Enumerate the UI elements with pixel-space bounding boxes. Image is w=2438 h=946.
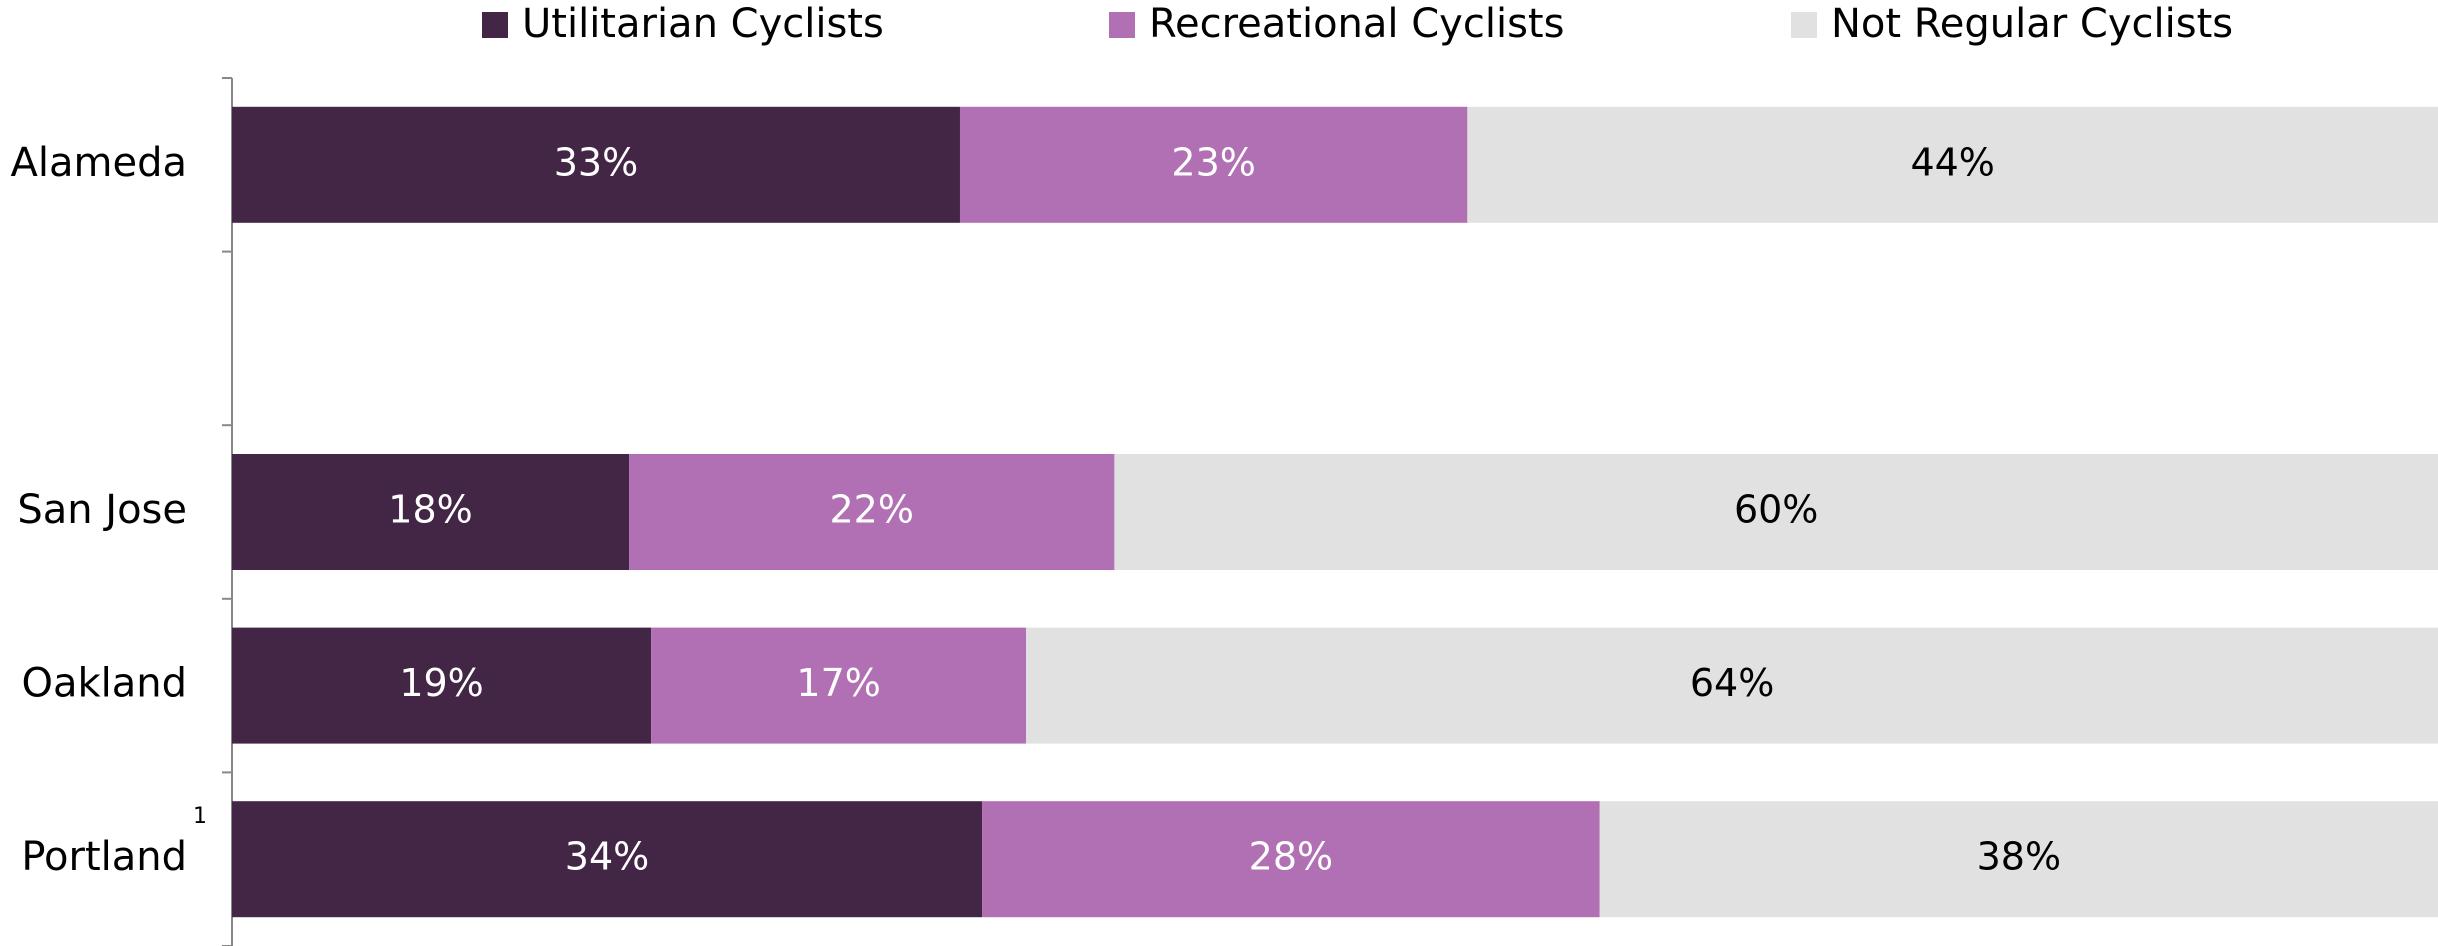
value-label: 23% bbox=[1171, 140, 1255, 184]
value-label: 19% bbox=[399, 661, 483, 705]
value-label: 44% bbox=[1910, 140, 1994, 184]
bar-segment bbox=[1467, 106, 2438, 223]
bar-segment bbox=[651, 627, 1027, 744]
value-label: 22% bbox=[830, 488, 914, 532]
value-label: 28% bbox=[1249, 835, 1333, 879]
bar-segment bbox=[232, 627, 652, 744]
bar-segment bbox=[1599, 801, 2438, 918]
footnote-marker: 1 bbox=[193, 804, 207, 829]
bar-segment bbox=[232, 106, 960, 223]
value-label: 17% bbox=[796, 661, 880, 705]
bar-segment bbox=[232, 454, 630, 570]
bar-segment bbox=[1114, 454, 2438, 570]
category-label: Portland bbox=[21, 834, 187, 880]
legend-swatch bbox=[1109, 12, 1135, 38]
category-label: San Jose bbox=[17, 487, 187, 533]
category-label: Alameda bbox=[11, 140, 187, 186]
value-label: 33% bbox=[554, 140, 638, 184]
value-label: 64% bbox=[1690, 661, 1774, 705]
value-label: 18% bbox=[388, 488, 472, 532]
legend-label: Utilitarian Cyclists bbox=[522, 1, 884, 47]
value-label: 38% bbox=[1977, 835, 2061, 879]
category-label: Oakland bbox=[21, 661, 187, 707]
bar-segment bbox=[959, 106, 1468, 223]
bar-segment bbox=[629, 454, 1115, 570]
value-label: 60% bbox=[1734, 488, 1818, 532]
legend-swatch bbox=[1791, 12, 1817, 38]
value-label: 34% bbox=[565, 835, 649, 879]
legend-swatch bbox=[482, 12, 508, 38]
bar-segment bbox=[982, 801, 1600, 918]
legend-label: Recreational Cyclists bbox=[1149, 1, 1564, 47]
bar-segment bbox=[1026, 627, 2438, 744]
bar-segment bbox=[232, 801, 983, 918]
legend-label: Not Regular Cyclists bbox=[1831, 1, 2233, 47]
